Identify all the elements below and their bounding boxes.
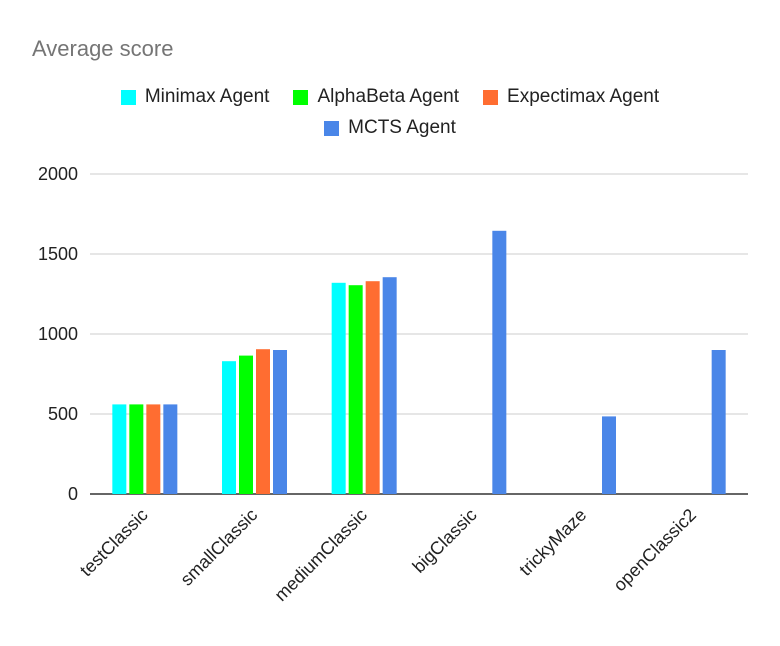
gridlines	[90, 173, 748, 495]
y-tick-label: 2000	[38, 164, 78, 184]
legend: Minimax Agent AlphaBeta Agent Expectimax…	[0, 86, 780, 108]
legend-swatch-mcts	[324, 120, 340, 136]
bar	[365, 281, 380, 494]
bar	[602, 416, 616, 494]
legend-swatch-minimax	[120, 89, 136, 105]
bars	[112, 230, 726, 495]
bar	[163, 404, 178, 494]
legend-second-row: MCTS Agent	[0, 117, 780, 139]
legend-label-mcts: MCTS Agent	[348, 117, 456, 138]
legend-item-alphabeta: AlphaBeta Agent	[293, 86, 459, 108]
bar	[331, 282, 346, 494]
x-tick-label: testClassic	[76, 505, 152, 581]
x-tick-label: smallClassic	[176, 505, 261, 590]
y-tick-label: 1000	[38, 324, 78, 344]
y-tick-label: 500	[48, 404, 78, 424]
y-tick-label: 0	[68, 484, 78, 504]
x-tick-label: openClassic2	[609, 505, 700, 596]
chart-title: Average score	[32, 36, 174, 61]
x-axis-ticks: testClassic smallClassic mediumClassic bigC…	[76, 505, 700, 605]
legend-item-minimax: Minimax Agent	[120, 86, 270, 108]
y-tick-label: 1500	[38, 244, 78, 264]
bar	[222, 361, 236, 494]
legend-label-minimax: Minimax Agent	[144, 86, 270, 107]
bar	[273, 350, 287, 494]
bar	[129, 404, 144, 494]
x-tick-label: trickyMaze	[515, 505, 590, 580]
bar	[492, 230, 507, 495]
bar	[112, 404, 127, 494]
x-tick-label: mediumClassic	[271, 505, 371, 605]
y-axis-ticks: 0 500 1000 1500 2000	[38, 164, 78, 504]
legend-swatch-alphabeta	[293, 89, 309, 105]
legend-item-mcts: MCTS Agent	[324, 117, 456, 139]
legend-swatch-expectimax	[483, 89, 499, 105]
legend-label-expectimax: Expectimax Agent	[507, 86, 660, 107]
bar	[382, 277, 397, 494]
bar	[711, 350, 726, 494]
bar	[256, 349, 270, 494]
legend-label-alphabeta: AlphaBeta Agent	[317, 86, 460, 107]
bar	[239, 355, 253, 494]
bar	[348, 285, 363, 494]
x-tick-label: bigClassic	[409, 505, 481, 577]
legend-item-expectimax: Expectimax Agent	[483, 86, 659, 108]
bar	[146, 404, 161, 494]
